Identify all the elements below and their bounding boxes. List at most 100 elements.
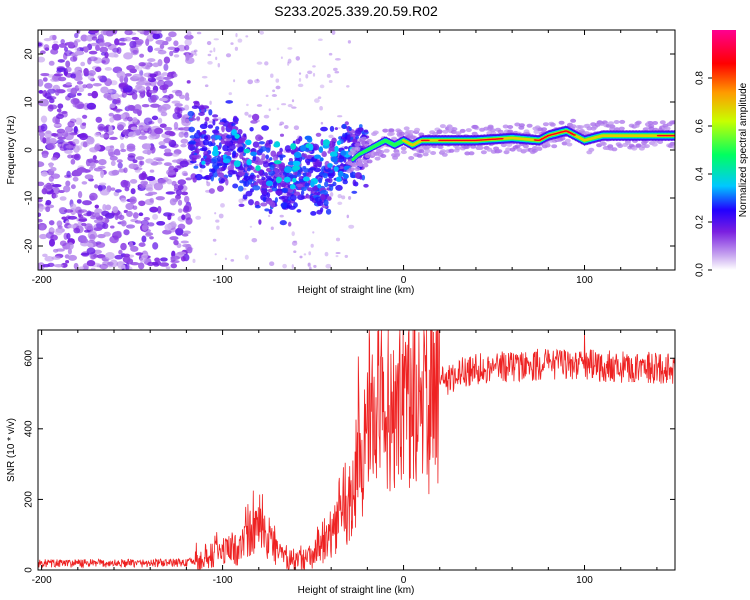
spectrogram-cell: [132, 212, 139, 219]
spectrogram-cell: [102, 30, 108, 36]
spectrogram-cell: [212, 238, 217, 242]
spectrogram-cell: [489, 128, 496, 133]
spectrogram-cell: [181, 118, 191, 127]
spectrogram-cell: [201, 75, 208, 79]
spectrogram-cell: [341, 123, 347, 129]
spectrogram-cell: [232, 150, 237, 156]
spectrogram-cell: [175, 89, 183, 97]
spectrogram-cell: [334, 145, 339, 153]
spectrogram-cell: [160, 257, 168, 262]
spectrogram-cell: [250, 120, 258, 124]
spectrogram-cell: [391, 136, 397, 141]
spectrogram-cell: [40, 123, 48, 132]
spectrogram-cell: [192, 177, 197, 183]
spectrogram-cell: [76, 80, 84, 85]
spectrogram-cell: [331, 30, 336, 35]
spectrogram-cell: [570, 124, 577, 129]
spectrogram-cell: [56, 220, 63, 227]
spectrogram-cell: [170, 255, 181, 261]
spectrogram-cell: [551, 144, 558, 149]
spectrogram-cell: [84, 223, 93, 231]
spectrogram-cell: [243, 175, 250, 181]
snr-panel: -200 -100 0 100 0 200 400 600 Height of straigh…: [6, 329, 676, 596]
spectrogram-cell: [346, 214, 350, 219]
spectrogram-cell: [52, 34, 57, 41]
spectrogram-cell: [95, 44, 100, 52]
spectrogram-cell: [291, 106, 297, 109]
spectrogram-cell: [38, 212, 42, 217]
spectrogram-cell: [45, 184, 54, 190]
spectrogram-cell: [163, 137, 172, 144]
spectrogram-cell: [275, 78, 280, 83]
spectrogram-cell: [619, 119, 626, 124]
spectrogram-cell: [145, 232, 154, 236]
spectrogram-cell: [61, 110, 68, 114]
spectrogram-cell: [316, 209, 323, 215]
spectrogram-cell: [181, 233, 189, 237]
spectrogram-ylabel: Frequency (Hz): [6, 116, 17, 185]
spectrogram-cell: [51, 256, 61, 260]
spectrogram-cell: [306, 187, 313, 192]
spectrogram-cell: [159, 43, 165, 50]
spectrogram-cell: [65, 82, 72, 86]
spectrogram-cell: [91, 90, 99, 99]
spectrogram-cell: [312, 231, 315, 234]
spectrogram-cell: [57, 76, 67, 82]
spectrogram-xtick-label: 0: [401, 275, 407, 286]
spectrogram-cell: [169, 198, 177, 206]
spectrogram-cell: [306, 172, 312, 178]
spectrogram-cell: [237, 185, 244, 192]
spectrogram-cell: [99, 46, 109, 53]
spectrogram-cell: [125, 224, 136, 229]
spectrogram-cell: [60, 38, 65, 45]
spectrogram-cell: [71, 154, 80, 159]
spectrogram-cell: [310, 180, 315, 188]
spectrogram-cell: [346, 85, 350, 88]
spectrogram-cell: [103, 125, 110, 133]
spectrogram-cell: [239, 180, 246, 184]
spectrogram-cell: [291, 264, 294, 269]
spectrogram-cell: [38, 90, 44, 94]
spectrogram-cell: [50, 167, 57, 172]
spectrogram-cell: [107, 89, 113, 93]
spectrogram-cell: [53, 73, 64, 77]
spectrogram-cell: [173, 40, 179, 47]
spectrogram-cell: [232, 183, 239, 189]
spectrogram-cell: [123, 229, 130, 236]
spectrogram-cell: [204, 121, 208, 127]
spectrogram-cell: [130, 126, 138, 131]
spectrogram-cell: [183, 205, 190, 212]
spectrogram-cell: [247, 167, 251, 172]
spectrogram-cell: [118, 82, 128, 89]
spectrogram-cell: [163, 162, 172, 167]
spectrogram-cell: [205, 180, 209, 184]
spectrogram-cell: [132, 73, 142, 79]
spectrogram-cell: [56, 67, 66, 73]
spectrogram-cell: [309, 266, 312, 270]
spectrogram-cell: [125, 202, 135, 210]
spectrogram-cell: [293, 125, 300, 131]
spectrogram-cell: [93, 219, 103, 224]
spectrogram-cell: [220, 138, 225, 145]
spectrogram-cell: [252, 154, 257, 162]
spectrogram-cell: [126, 210, 133, 217]
spectrogram-cell: [97, 233, 106, 239]
spectrogram-ytick-label: 0: [24, 147, 35, 153]
spectrogram-cell: [315, 132, 322, 137]
spectrogram-cell: [400, 146, 407, 151]
spectrogram-cell: [90, 42, 100, 47]
spectrogram-cell: [171, 159, 180, 163]
spectrogram-ridge: [672, 134, 675, 137]
spectrogram-cell: [287, 221, 292, 227]
spectrogram-ridge: [426, 139, 430, 142]
spectrogram-cell: [138, 135, 148, 140]
spectrogram-cell: [613, 127, 620, 132]
spectrogram-cell: [143, 117, 153, 126]
spectrogram-cell: [158, 97, 168, 102]
spectrogram-cell: [89, 30, 100, 34]
spectrogram-cell: [266, 192, 271, 198]
spectrogram-cell: [238, 203, 245, 208]
spectrogram-cell: [83, 46, 89, 53]
spectrogram-cell: [275, 177, 283, 183]
